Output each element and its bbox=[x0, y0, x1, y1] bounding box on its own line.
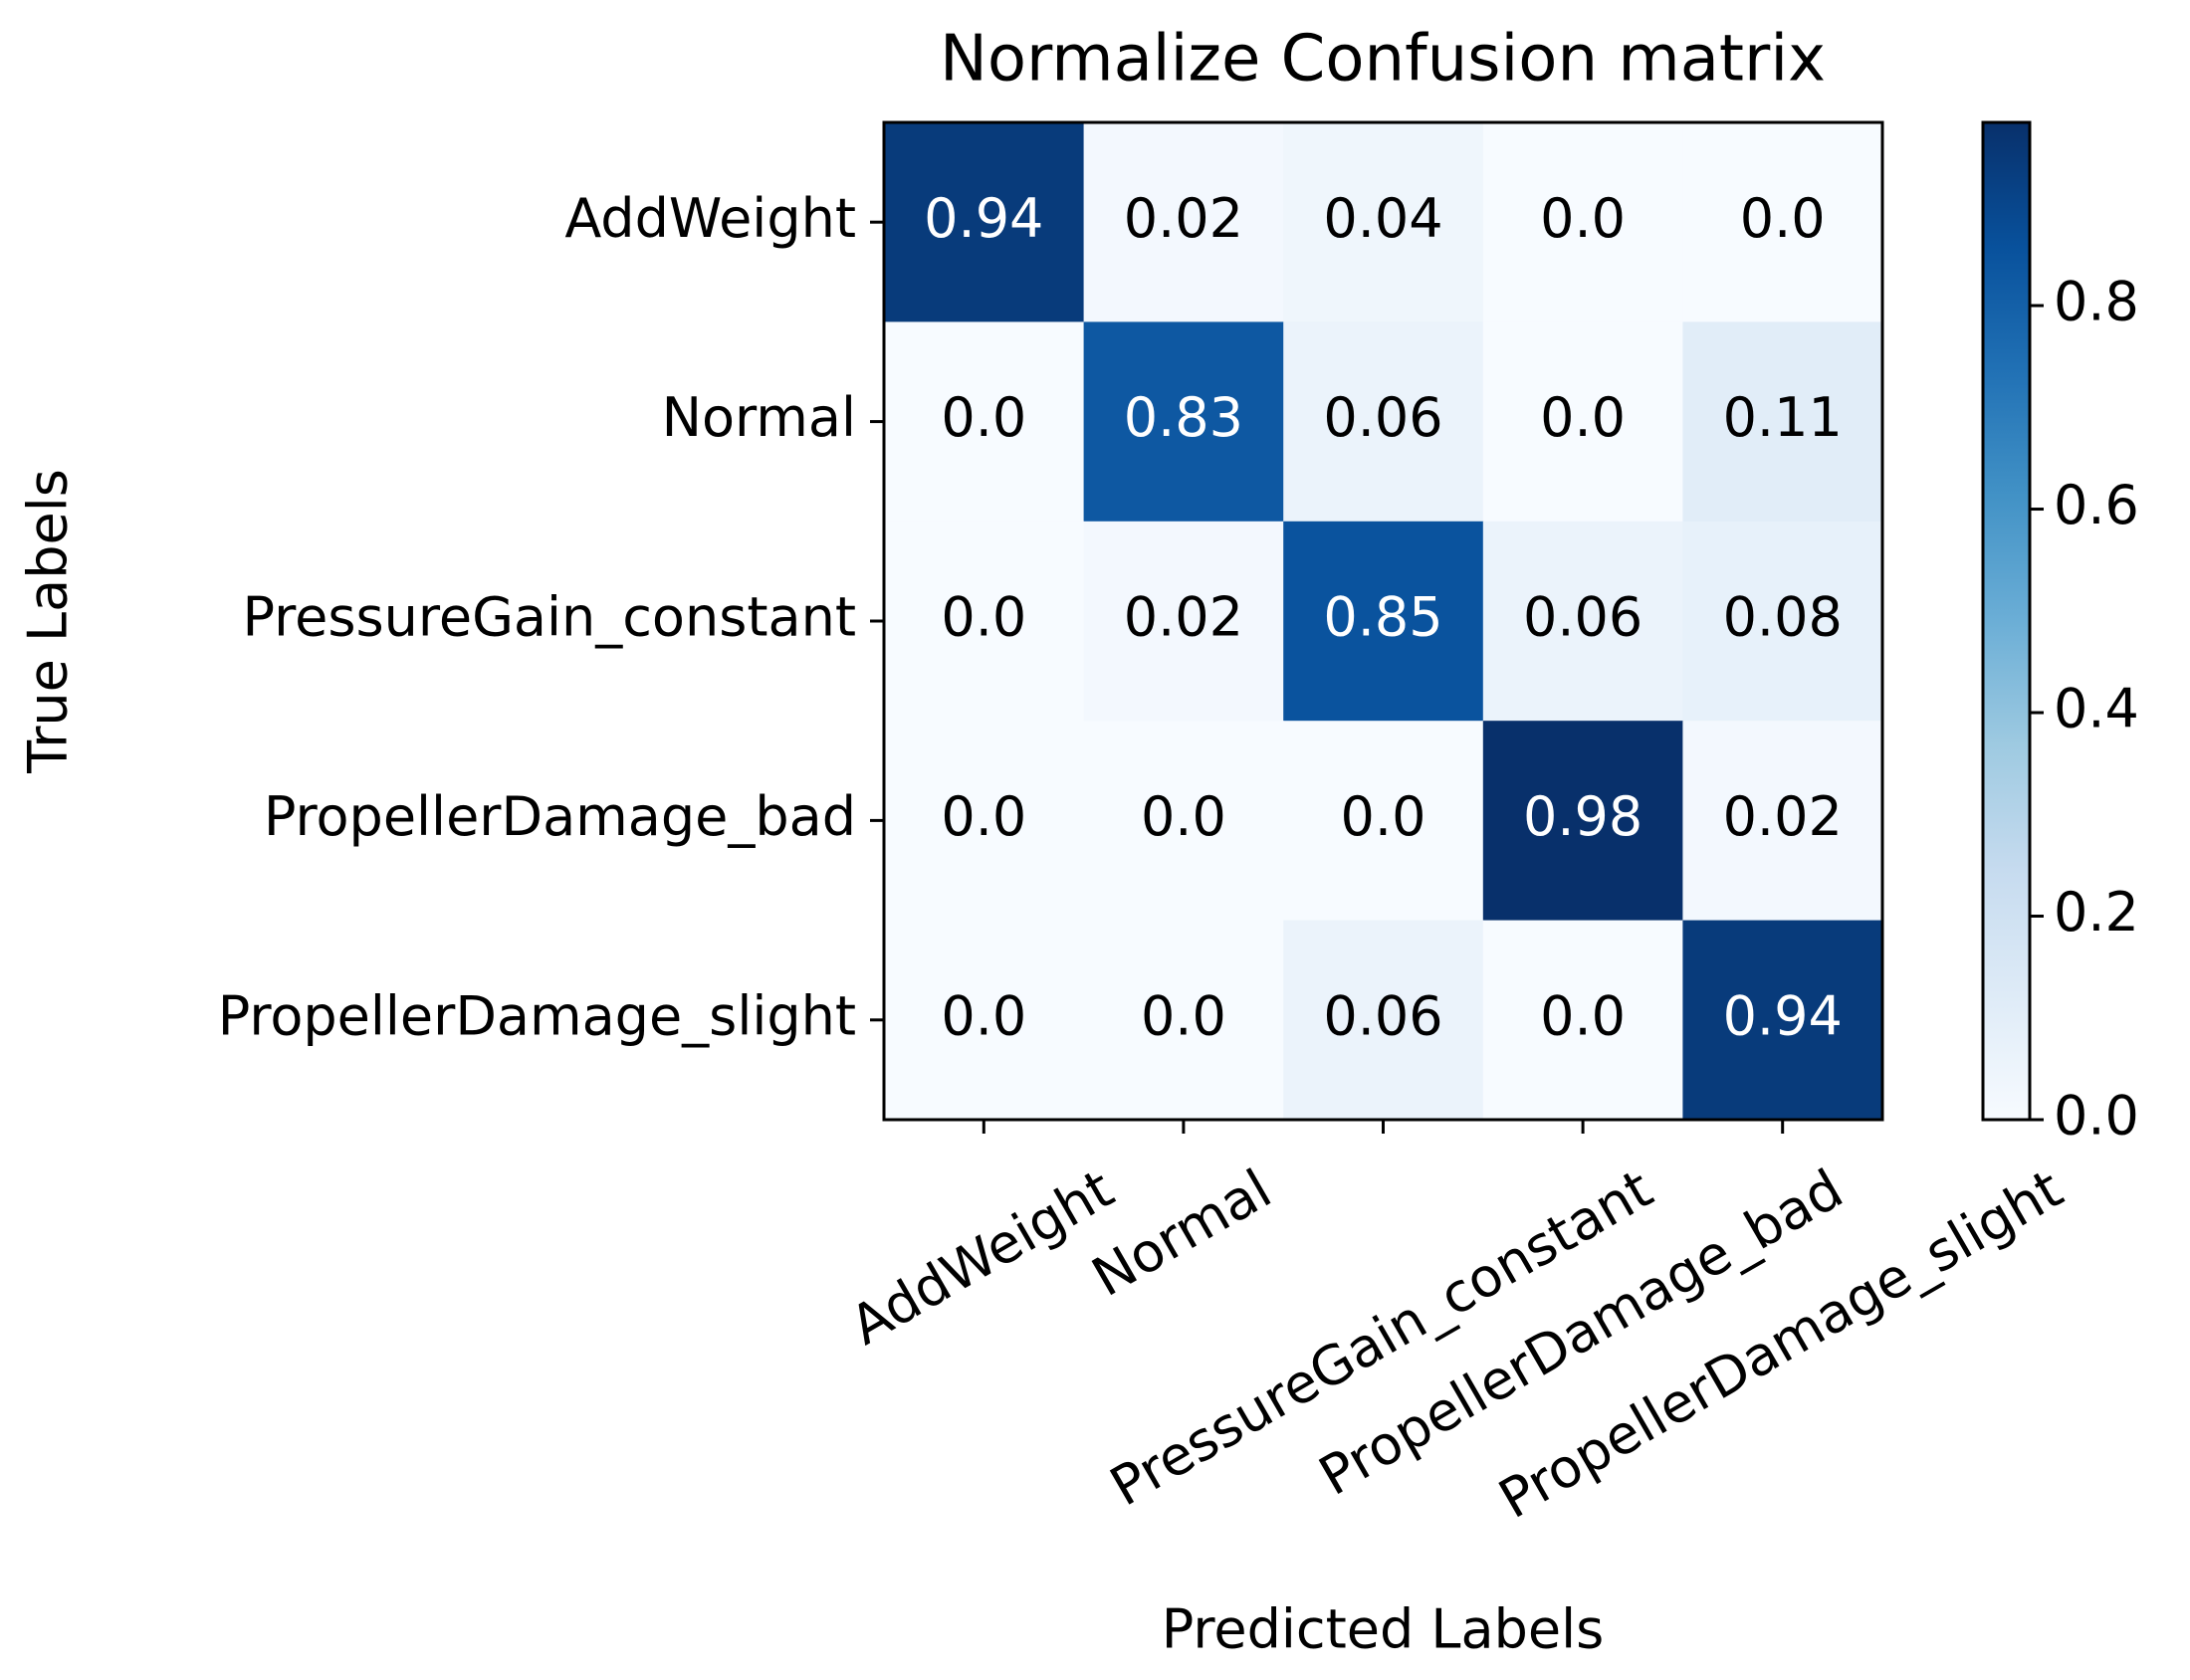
cell-label: 0.06 bbox=[1323, 386, 1442, 449]
heatmap-cell bbox=[1482, 721, 1683, 922]
heatmap-cell bbox=[1283, 122, 1484, 322]
heatmap-cell bbox=[1682, 721, 1883, 922]
y-tick-label: AddWeight bbox=[564, 187, 856, 250]
cell-label: 0.02 bbox=[1723, 785, 1843, 848]
heatmap-cell bbox=[1482, 920, 1683, 1121]
cell-label: 0.06 bbox=[1523, 586, 1642, 649]
heatmap-cell bbox=[1482, 321, 1683, 523]
cell-label: 0.11 bbox=[1723, 386, 1843, 449]
cell-label: 0.04 bbox=[1323, 187, 1442, 250]
cell-label: 0.0 bbox=[1141, 785, 1226, 848]
heatmap-cell bbox=[1083, 321, 1284, 523]
cell-label: 0.0 bbox=[941, 586, 1026, 649]
cell-label: 0.85 bbox=[1323, 586, 1442, 649]
heatmap-cell bbox=[884, 122, 1085, 322]
heatmap-cell bbox=[1083, 721, 1284, 922]
colorbar bbox=[1981, 120, 2032, 1122]
colorbar-tick-label: 0.4 bbox=[2054, 678, 2139, 740]
cell-label: 0.0 bbox=[1740, 187, 1826, 250]
cell-label: 0.0 bbox=[1341, 785, 1426, 848]
colorbar-tick-label: 0.8 bbox=[2054, 271, 2139, 333]
y-axis-label: True Labels bbox=[17, 469, 80, 774]
colorbar-tick-label: 0.2 bbox=[2054, 881, 2139, 944]
x-tick-label: Normal bbox=[1082, 1157, 1282, 1309]
heatmap-cell bbox=[884, 521, 1085, 722]
colorbar-tick-label: 0.6 bbox=[2054, 474, 2139, 536]
heatmap-cell bbox=[1283, 321, 1484, 523]
cell-label: 0.83 bbox=[1124, 386, 1243, 449]
cell-label: 0.02 bbox=[1124, 586, 1243, 649]
chart-title: Normalize Confusion matrix bbox=[940, 23, 1826, 97]
y-tick-label: PropellerDamage_bad bbox=[264, 785, 856, 848]
cell-label: 0.02 bbox=[1124, 187, 1243, 250]
cell-label: 0.94 bbox=[1723, 984, 1843, 1047]
y-tick-label: Normal bbox=[662, 386, 856, 449]
y-tick-label: PropellerDamage_slight bbox=[218, 984, 856, 1047]
heatmap-cell bbox=[1283, 521, 1484, 722]
heatmap-cell bbox=[1682, 521, 1883, 722]
heatmap-cell bbox=[1283, 920, 1484, 1121]
cell-label: 0.08 bbox=[1723, 586, 1843, 649]
x-tick-label: AddWeight bbox=[840, 1157, 1124, 1358]
heatmap-cell bbox=[1283, 721, 1484, 922]
heatmap-cell bbox=[1083, 920, 1284, 1121]
cell-label: 0.0 bbox=[1540, 386, 1626, 449]
heatmap-cell bbox=[884, 920, 1085, 1121]
heatmap-cell bbox=[1083, 521, 1284, 722]
heatmap-cell bbox=[1482, 122, 1683, 322]
heatmap-cell bbox=[1682, 920, 1883, 1121]
heatmap-cell bbox=[1682, 122, 1883, 322]
cell-label: 0.98 bbox=[1523, 785, 1642, 848]
x-axis-label: Predicted Labels bbox=[1162, 1598, 1604, 1661]
heatmap-cell bbox=[884, 321, 1085, 523]
heatmap-cell bbox=[1083, 122, 1284, 322]
cell-label: 0.0 bbox=[941, 785, 1026, 848]
cell-label: 0.0 bbox=[941, 984, 1026, 1047]
cell-label: 0.0 bbox=[1540, 187, 1626, 250]
cell-label: 0.0 bbox=[941, 386, 1026, 449]
heatmap-cell bbox=[1682, 321, 1883, 523]
heatmap-cell bbox=[1482, 521, 1683, 722]
heatmap-cell bbox=[884, 721, 1085, 922]
cell-label: 0.0 bbox=[1141, 984, 1226, 1047]
cell-label: 0.06 bbox=[1323, 984, 1442, 1047]
cell-label: 0.94 bbox=[924, 187, 1043, 250]
colorbar-tick-label: 0.0 bbox=[2054, 1085, 2139, 1148]
y-tick-label: PressureGain_constant bbox=[243, 586, 857, 649]
cell-label: 0.0 bbox=[1540, 984, 1626, 1047]
